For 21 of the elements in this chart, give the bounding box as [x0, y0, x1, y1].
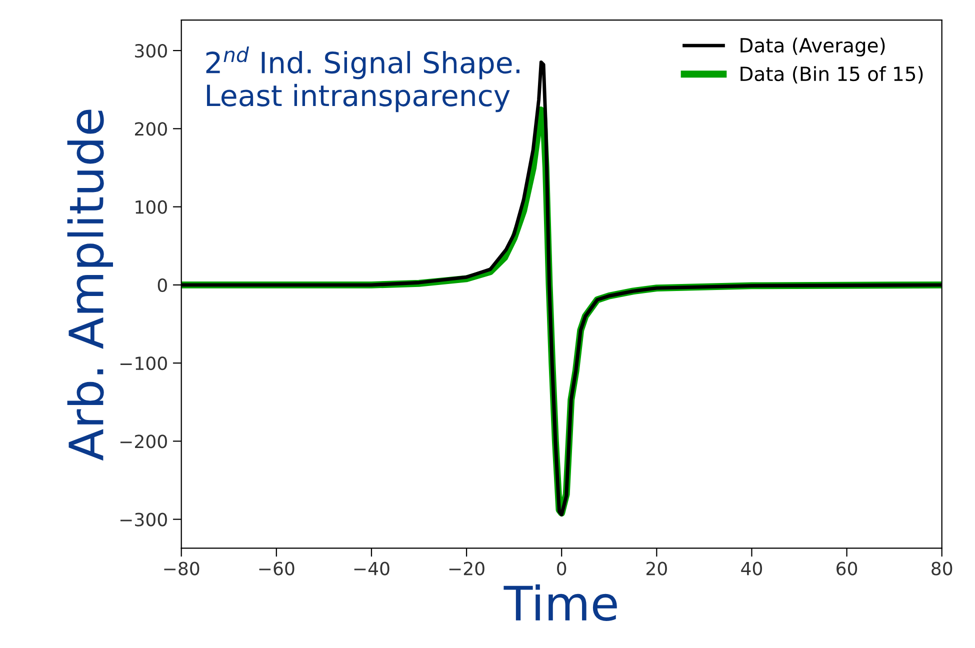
annotation: 2$^{nd}$ Ind. Signal Shape. Least intransparency	[206, 46, 520, 112]
y-tick-label: −300	[120, 512, 167, 526]
x-tick-label: −80	[164, 562, 200, 576]
y-tick-label: −100	[120, 356, 167, 370]
y-tick-label: 300	[135, 44, 167, 58]
x-tick-label: −20	[449, 562, 484, 576]
y-tick-label: 200	[135, 122, 167, 136]
y-tick-label: 0	[158, 278, 167, 292]
legend-label: Data (Average)	[740, 38, 885, 56]
y-tick-label: 100	[136, 200, 167, 214]
x-axis-title: Time	[504, 584, 617, 621]
x-tick-label: 60	[836, 562, 858, 576]
x-tick-label: 20	[646, 562, 667, 576]
y-tick-label: −200	[120, 434, 167, 448]
legend-label: Data (Bin 15 of 15)	[740, 66, 923, 84]
x-tick-label: 80	[932, 562, 952, 576]
x-tick-label: −40	[354, 562, 390, 576]
x-tick-label: 40	[741, 562, 762, 576]
x-tick-label: −60	[259, 562, 294, 576]
x-tick-label: 0	[557, 562, 566, 576]
y-axis-title: Arb. Amplitude	[67, 110, 114, 461]
